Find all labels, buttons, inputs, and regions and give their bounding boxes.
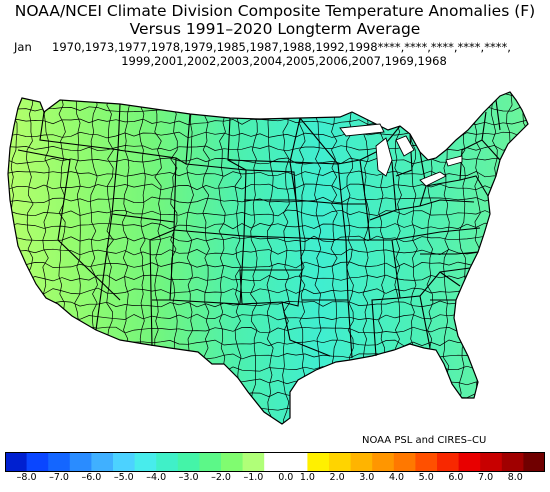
colorbar-swatch bbox=[307, 452, 330, 472]
colorbar-border bbox=[5, 452, 545, 472]
division-boundary bbox=[8, 300, 528, 309]
colorbar-swatch bbox=[91, 452, 114, 472]
colorbar-swatch bbox=[5, 452, 28, 472]
division-boundary bbox=[522, 92, 528, 424]
colorbar-tick-label: 0.0 bbox=[278, 472, 294, 483]
division-boundary bbox=[250, 92, 259, 424]
colorbar-swatch bbox=[501, 452, 524, 472]
division-boundary bbox=[8, 248, 528, 256]
anomaly-colorbar bbox=[5, 452, 545, 472]
map-title-line-1: NOAA/NCEI Climate Division Composite Tem… bbox=[14, 2, 536, 20]
division-boundary bbox=[8, 183, 528, 191]
division-boundary bbox=[8, 92, 528, 100]
colorbar-tick-label: –2.0 bbox=[211, 472, 231, 483]
colorbar-tick-label: 3.0 bbox=[359, 472, 375, 483]
colorbar-swatch bbox=[372, 452, 395, 472]
division-boundary bbox=[8, 261, 528, 269]
colorbar-tick-label: –1.0 bbox=[243, 472, 264, 483]
colorbar-swatch bbox=[26, 452, 49, 472]
colorbar-swatch bbox=[415, 452, 438, 472]
division-boundary bbox=[8, 196, 528, 204]
years-list-1: 1970,1973,1977,1978,1979,1985,1987,1988,… bbox=[52, 40, 511, 54]
colorbar-swatch bbox=[480, 452, 503, 472]
division-boundary bbox=[234, 92, 242, 424]
colorbar-tick-label: 7.0 bbox=[478, 472, 494, 483]
division-boundary bbox=[8, 313, 528, 321]
colorbar-swatch bbox=[458, 452, 481, 472]
colorbar-tick-label: 6.0 bbox=[448, 472, 464, 483]
great-lakes bbox=[339, 123, 463, 187]
map-title-line-2: Versus 1991–2020 Longterm Average bbox=[129, 20, 421, 38]
colorbar-tick-label: –6.0 bbox=[81, 472, 102, 483]
composite-years-line-2: 1999,2001,2002,2003,2004,2005,2006,2007,… bbox=[121, 54, 447, 68]
colorbar-swatch bbox=[285, 452, 308, 472]
colorbar-swatch bbox=[69, 452, 92, 472]
division-boundary bbox=[8, 209, 528, 217]
division-boundary bbox=[458, 92, 466, 424]
colorbar-swatch bbox=[350, 452, 373, 472]
composite-years-line-1: Jan 1970,1973,1977,1978,1979,1985,1987,19… bbox=[14, 40, 511, 54]
division-boundary bbox=[8, 235, 528, 243]
colorbar-tick-label: –7.0 bbox=[49, 472, 69, 483]
colorbar-swatch bbox=[113, 452, 136, 472]
colorbar-swatch bbox=[523, 452, 545, 472]
colorbar-tick-label: –8.0 bbox=[16, 472, 37, 483]
us-climate-division-map bbox=[7, 91, 529, 425]
colorbar-tick-label: 2.0 bbox=[329, 472, 345, 483]
colorbar-tick-labels: –8.0 –7.0 –6.0 –5.0 –4.0 –3.0 –2.0 –1.0 0.0 1.0 2.… bbox=[0, 472, 550, 488]
colorbar-tick-label: 5.0 bbox=[418, 472, 434, 483]
colorbar-swatch bbox=[221, 452, 244, 472]
colorbar-tick-label: 8.0 bbox=[507, 472, 523, 483]
colorbar-tick-label: 4.0 bbox=[388, 472, 405, 483]
colorbar-swatch bbox=[329, 452, 352, 472]
division-boundary bbox=[8, 287, 528, 295]
colorbar-swatch bbox=[177, 452, 200, 472]
credit-label: NOAA PSL and CIRES–CU bbox=[362, 435, 487, 446]
colorbar-swatch bbox=[264, 452, 287, 472]
colorbar-tick-label: –3.0 bbox=[178, 472, 199, 483]
colorbar-swatch bbox=[437, 452, 460, 472]
state-boundaries bbox=[17, 99, 501, 359]
division-boundary bbox=[8, 170, 528, 178]
us-outline bbox=[7, 91, 529, 425]
colorbar-swatch bbox=[48, 452, 71, 472]
division-boundary bbox=[282, 92, 290, 424]
colorbar-swatch bbox=[242, 452, 265, 472]
colorbar-tick-label: –4.0 bbox=[146, 472, 167, 483]
division-boundary bbox=[266, 92, 274, 424]
colorbar-tick-label: –5.0 bbox=[113, 472, 134, 483]
division-boundary bbox=[298, 92, 307, 424]
month-label: Jan bbox=[14, 40, 32, 54]
colorbar-swatch bbox=[134, 452, 157, 472]
colorbar-swatch bbox=[393, 452, 416, 472]
division-boundary bbox=[8, 274, 528, 282]
colorbar-swatch bbox=[156, 452, 179, 472]
colorbar-swatch bbox=[199, 452, 222, 472]
colorbar-tick-label: 1.0 bbox=[299, 472, 315, 483]
